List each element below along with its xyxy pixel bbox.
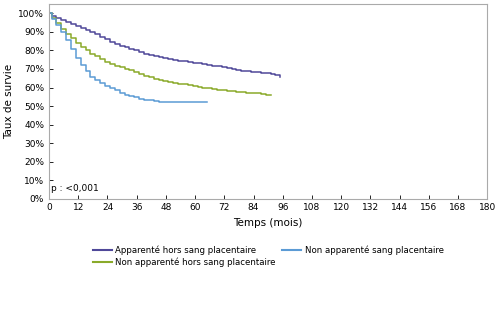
- X-axis label: Temps (mois): Temps (mois): [234, 218, 303, 228]
- Text: p : <0,001: p : <0,001: [52, 184, 99, 193]
- Legend: Apparenté hors sang placentaire, Non apparenté hors sang placentaire, Non appare: Apparenté hors sang placentaire, Non app…: [92, 246, 444, 267]
- Y-axis label: Taux de survie: Taux de survie: [4, 64, 14, 139]
